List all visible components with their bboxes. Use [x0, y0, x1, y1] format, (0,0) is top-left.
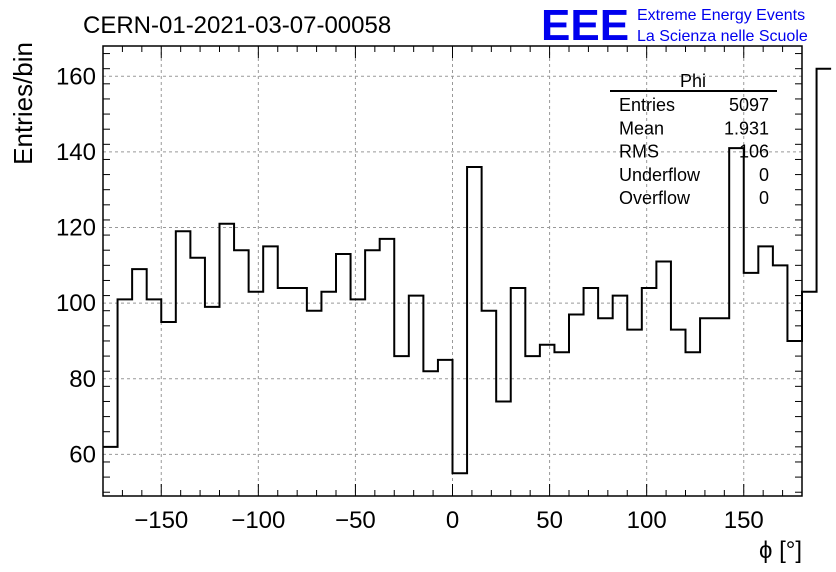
axis-ticks: [102, 46, 803, 496]
y-tick-label: 60: [69, 441, 96, 468]
stats-row-value: 0: [759, 165, 769, 185]
eee-logo-line2: La Scienza nelle Scuole: [637, 28, 808, 45]
x-tick-label: 50: [536, 507, 563, 534]
stats-row-label: Overflow: [619, 188, 691, 208]
stats-row-value: 0: [759, 188, 769, 208]
x-tick-label: −100: [231, 507, 285, 534]
stats-box-name: Phi: [680, 71, 706, 91]
stats-row-label: Entries: [619, 95, 675, 115]
y-axis-label: Entries/bin: [8, 42, 38, 165]
eee-logo: EEE Extreme Energy Events La Scienza nel…: [541, 1, 808, 50]
tick-labels: −150 −100 −50 0 50 100 150 60 80 100 120 140 160: [56, 63, 764, 534]
x-tick-label: −150: [134, 507, 188, 534]
stats-row-label: RMS: [619, 142, 659, 162]
x-tick-label: 100: [627, 507, 667, 534]
y-tick-label: 140: [56, 139, 96, 166]
chart-title: CERN-01-2021-03-07-00058: [83, 12, 391, 39]
x-tick-label: 0: [446, 507, 459, 534]
stats-row-value: 106: [739, 142, 769, 162]
stats-row-label: Underflow: [619, 165, 701, 185]
y-tick-label: 120: [56, 215, 96, 242]
stats-row-value: 1.931: [724, 118, 769, 138]
eee-logo-mark: EEE: [541, 1, 629, 50]
stats-row-value: 5097: [729, 95, 769, 115]
stats-box: Phi Entries 5097 Mean 1.931 RMS 106 Underflow 0…: [610, 71, 777, 208]
x-axis-label: ϕ [°]: [759, 537, 802, 564]
y-tick-label: 160: [56, 63, 96, 90]
x-tick-label: −50: [335, 507, 376, 534]
stats-row-label: Mean: [619, 118, 664, 138]
x-tick-label: 150: [724, 507, 764, 534]
y-tick-label: 100: [56, 290, 96, 317]
y-tick-label: 80: [69, 366, 96, 393]
histogram-outline: [103, 67, 832, 475]
eee-logo-line1: Extreme Energy Events: [637, 7, 805, 24]
